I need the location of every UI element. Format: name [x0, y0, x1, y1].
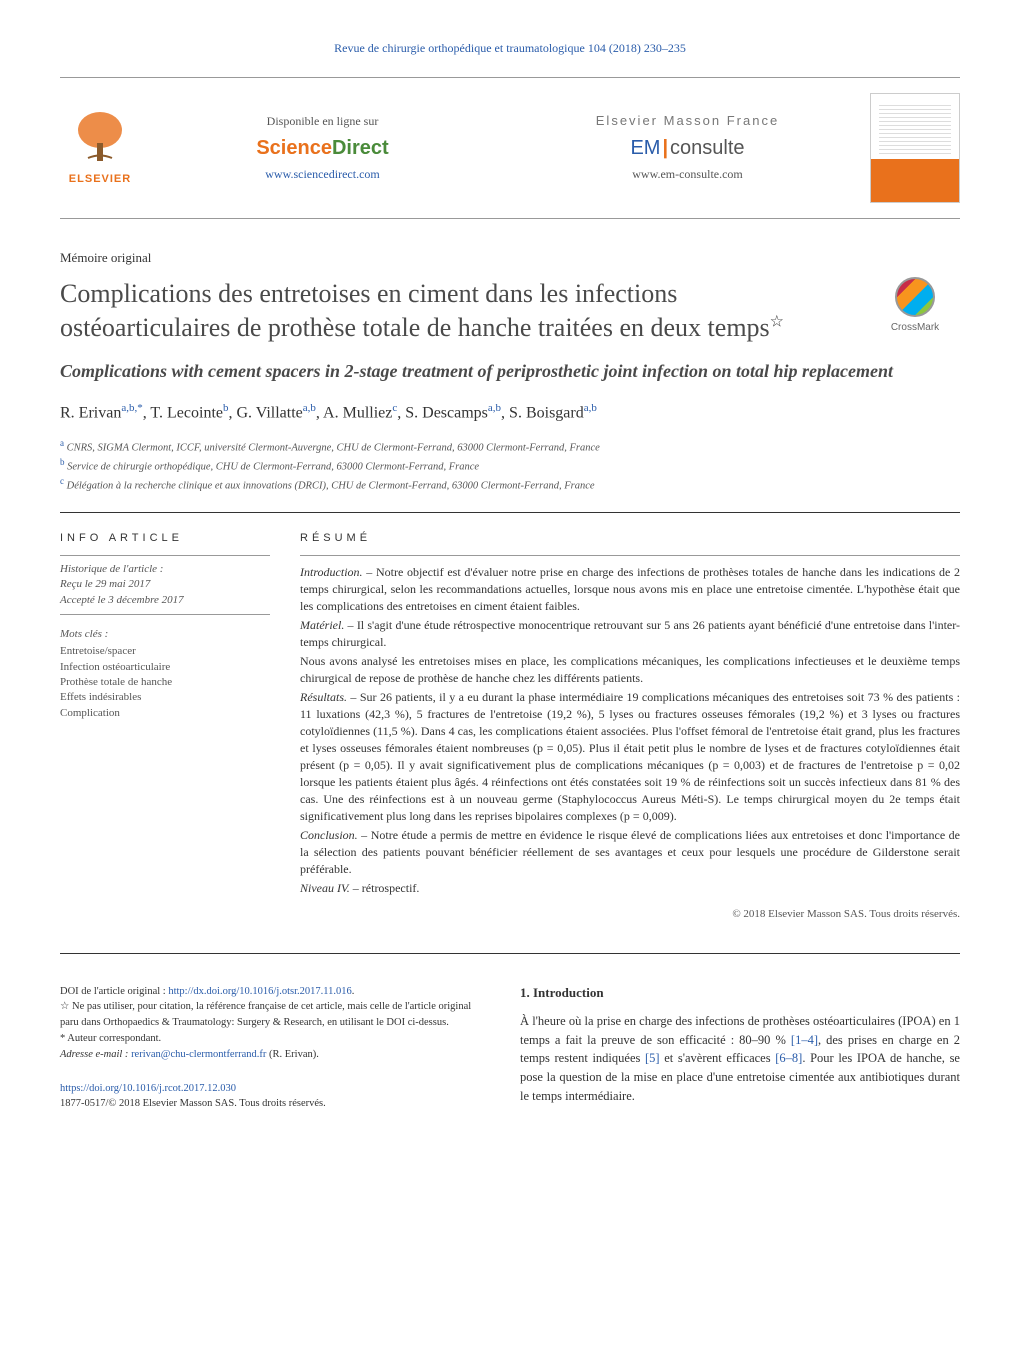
affiliations: a CNRS, SIGMA Clermont, ICCF, université…	[60, 437, 960, 495]
introduction-paragraph: À l'heure où la prise en charge des infe…	[520, 1012, 960, 1106]
history-label: Historique de l'article :	[60, 562, 270, 577]
sd-url[interactable]: www.sciencedirect.com	[140, 166, 505, 183]
article-type: Mémoire original	[60, 249, 960, 267]
introduction-column: 1. Introduction À l'heure où la prise en…	[520, 984, 960, 1112]
em-url[interactable]: www.em-consulte.com	[505, 166, 870, 183]
em-publisher-text: Elsevier Masson France	[505, 112, 870, 130]
divider	[60, 953, 960, 954]
abstract-copyright: © 2018 Elsevier Masson SAS. Tous droits …	[300, 907, 960, 922]
emconsulte-logo: EM|consulte	[505, 134, 870, 162]
sciencedirect-block[interactable]: Disponible en ligne sur ScienceDirect ww…	[140, 113, 505, 183]
issn-copyright: 1877-0517/© 2018 Elsevier Masson SAS. To…	[60, 1098, 326, 1109]
resume-niveau: Niveau IV. – rétrospectif.	[300, 880, 960, 897]
elsevier-logo[interactable]: ELSEVIER	[60, 103, 140, 193]
email-link[interactable]: rerivan@chu-clermontferrand.fr	[131, 1049, 266, 1060]
sd-availability-text: Disponible en ligne sur	[140, 113, 505, 130]
corresponding-email: Adresse e-mail : rerivan@chu-clermontfer…	[60, 1047, 480, 1063]
abstract-column: RÉSUMÉ Introduction. – Notre objectif es…	[300, 531, 960, 922]
article-doi-link[interactable]: https://doi.org/10.1016/j.rcot.2017.12.0…	[60, 1083, 236, 1094]
journal-reference: Revue de chirurgie orthopédique et traum…	[60, 40, 960, 57]
reference-link[interactable]: [1–4]	[791, 1033, 818, 1047]
crossmark-icon	[895, 277, 935, 317]
info-heading: INFO ARTICLE	[60, 531, 270, 546]
original-doi-link[interactable]: http://dx.doi.org/10.1016/j.otsr.2017.11…	[168, 986, 351, 997]
keyword: Prothèse totale de hanche	[60, 675, 270, 690]
resume-results: Résultats. – Sur 26 patients, il y a eu …	[300, 689, 960, 825]
received-date: Reçu le 29 mai 2017	[60, 577, 270, 592]
sciencedirect-logo: ScienceDirect	[140, 134, 505, 162]
resume-conclusion: Conclusion. – Notre étude a permis de me…	[300, 827, 960, 878]
introduction-heading: 1. Introduction	[520, 984, 960, 1002]
keyword: Infection ostéoarticulaire	[60, 660, 270, 675]
reference-link[interactable]: [5]	[645, 1051, 660, 1065]
divider	[60, 512, 960, 513]
elsevier-tree-icon	[70, 108, 130, 168]
reference-link[interactable]: [6–8]	[775, 1051, 802, 1065]
resume-introduction: Introduction. – Notre objectif est d'éva…	[300, 564, 960, 615]
publisher-banner: ELSEVIER Disponible en ligne sur Science…	[60, 77, 960, 219]
keywords-label: Mots clés :	[60, 627, 270, 642]
corresponding-author-label: * Auteur correspondant.	[60, 1031, 480, 1047]
crossmark-label: CrossMark	[891, 321, 939, 335]
article-info-sidebar: INFO ARTICLE Historique de l'article : R…	[60, 531, 270, 922]
accepted-date: Accepté le 3 décembre 2017	[60, 593, 270, 608]
original-doi: DOI de l'article original : http://dx.do…	[60, 984, 480, 1000]
crossmark-badge[interactable]: CrossMark	[870, 277, 960, 335]
article-title-en: Complications with cement spacers in 2-s…	[60, 359, 960, 383]
emconsulte-block[interactable]: Elsevier Masson France EM|consulte www.e…	[505, 112, 870, 183]
keyword: Effets indésirables	[60, 690, 270, 705]
keyword: Entretoise/spacer	[60, 644, 270, 659]
article-title-fr: Complications des entretoises en ciment …	[60, 277, 870, 345]
resume-material-2: Nous avons analysé les entretoises mises…	[300, 653, 960, 687]
resume-material: Matériel. – Il s'agit d'une étude rétros…	[300, 617, 960, 651]
footnotes-column: DOI de l'article original : http://dx.do…	[60, 984, 480, 1112]
keyword: Complication	[60, 706, 270, 721]
author-list: R. Erivana,b,*, T. Lecointeb, G. Villatt…	[60, 401, 960, 425]
resume-heading: RÉSUMÉ	[300, 531, 960, 546]
journal-cover-thumbnail[interactable]	[870, 93, 960, 203]
citation-note: ☆ Ne pas utiliser, pour citation, la réf…	[60, 999, 480, 1031]
elsevier-label: ELSEVIER	[69, 172, 131, 187]
